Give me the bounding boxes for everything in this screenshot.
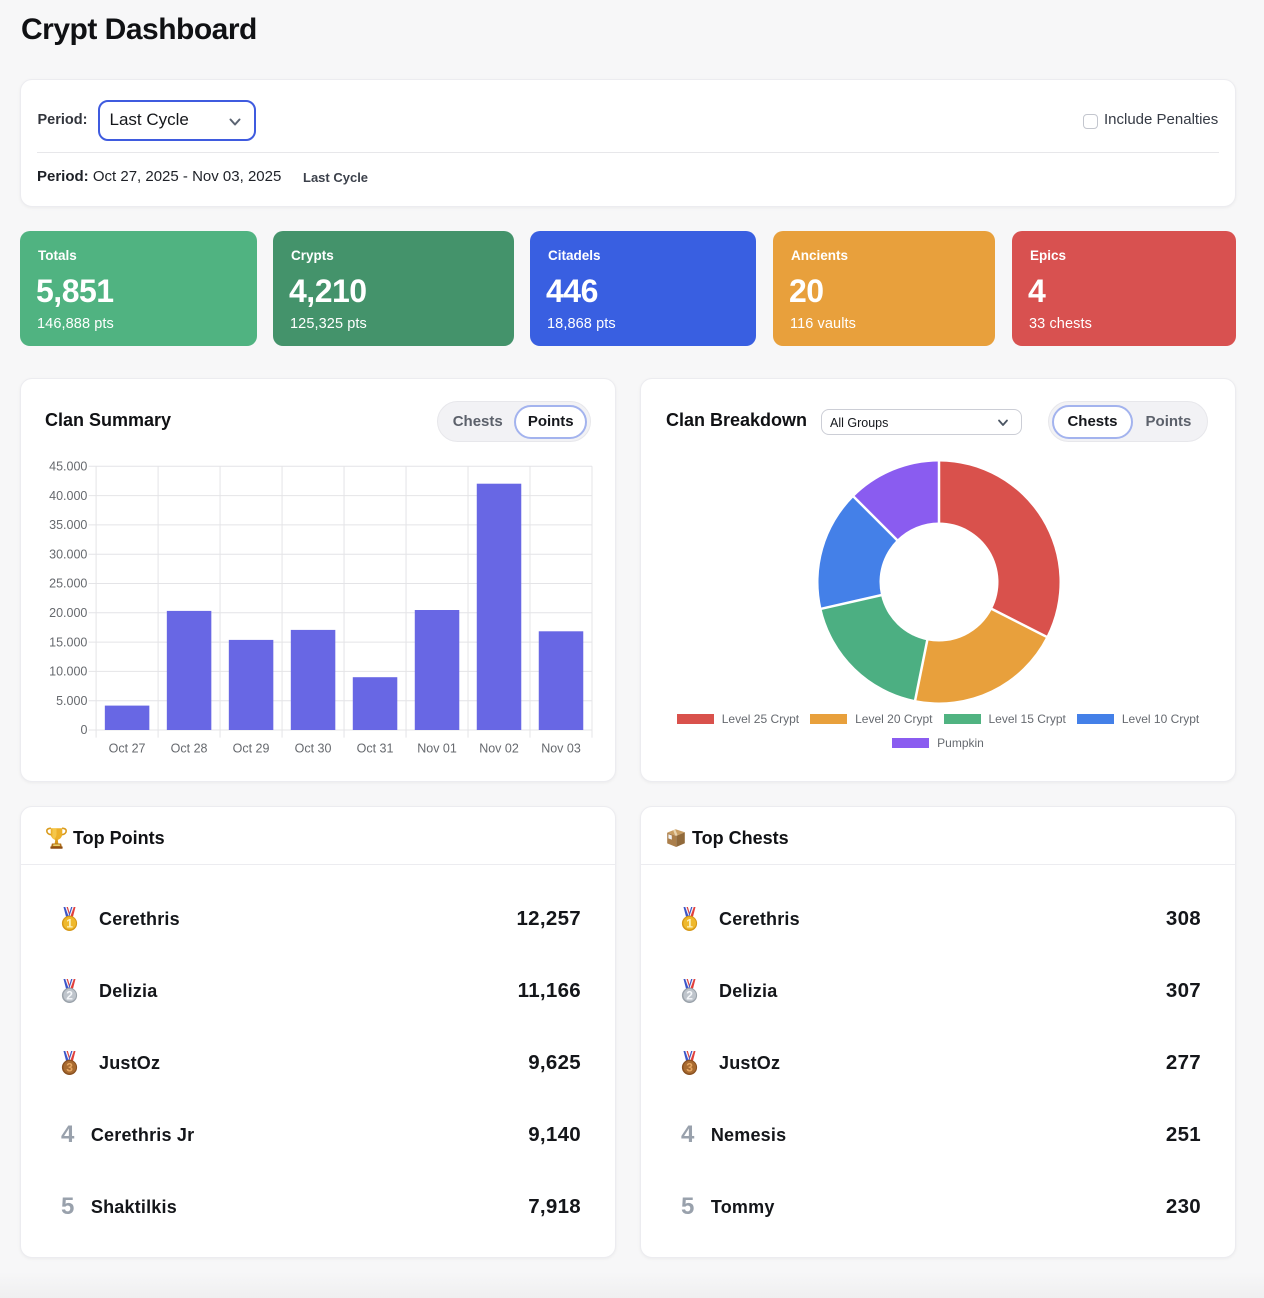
svg-text:3: 3 [66, 1061, 73, 1075]
svg-text:Oct 27: Oct 27 [109, 742, 146, 756]
svg-text:Nov 01: Nov 01 [417, 742, 457, 756]
svg-text:20.000: 20.000 [49, 606, 87, 620]
svg-text:5.000: 5.000 [56, 694, 87, 708]
svg-text:Nov 02: Nov 02 [479, 742, 519, 756]
svg-text:Oct 29: Oct 29 [233, 742, 270, 756]
svg-text:25.000: 25.000 [49, 577, 87, 591]
svg-text:Oct 31: Oct 31 [357, 742, 394, 756]
svg-text:40.000: 40.000 [49, 489, 87, 503]
svg-text:2: 2 [686, 989, 693, 1003]
svg-text:2: 2 [66, 989, 73, 1003]
svg-text:3: 3 [686, 1061, 693, 1075]
svg-text:Oct 30: Oct 30 [295, 742, 332, 756]
svg-text:15.000: 15.000 [49, 635, 87, 649]
svg-text:Nov 03: Nov 03 [541, 742, 581, 756]
svg-text:35.000: 35.000 [49, 518, 87, 532]
svg-text:Oct 28: Oct 28 [171, 742, 208, 756]
svg-text:1: 1 [686, 917, 693, 931]
svg-text:1: 1 [66, 917, 73, 931]
svg-text:45.000: 45.000 [49, 460, 87, 474]
svg-text:30.000: 30.000 [49, 547, 87, 561]
svg-text:10.000: 10.000 [49, 665, 87, 679]
svg-text:0: 0 [80, 723, 87, 737]
